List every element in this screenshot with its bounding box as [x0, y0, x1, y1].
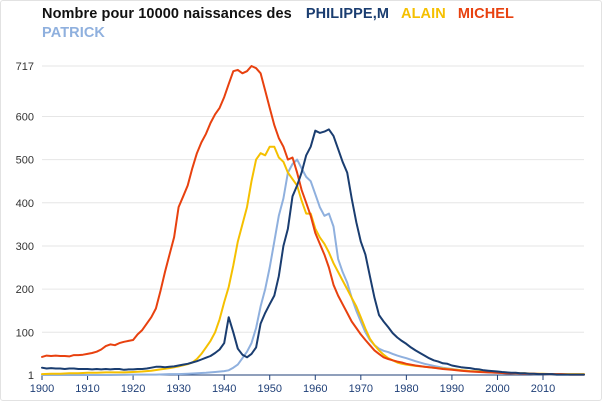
x-tick-label: 1950 [257, 383, 281, 395]
x-tick-label: 1970 [349, 383, 373, 395]
chart-title: Nombre pour 10000 naissances des [42, 6, 292, 22]
chart-title-row: Nombre pour 10000 naissances des PHILIPPE… [42, 6, 526, 22]
series-lines [41, 65, 585, 376]
x-tick-label: 1990 [440, 383, 464, 395]
y-tick-label: 400 [16, 198, 34, 210]
chart-title-row-2: PATRICK [42, 25, 117, 41]
y-tick-label: 500 [16, 155, 34, 167]
legend-philippe[interactable]: PHILIPPE,M [305, 6, 390, 22]
x-tick-label: 1900 [30, 383, 54, 395]
x-tick-label: 1980 [394, 383, 418, 395]
legend-alain[interactable]: ALAIN [401, 6, 446, 22]
series-line-alain[interactable] [41, 145, 585, 376]
y-tick-label: 100 [16, 327, 34, 339]
legend-michel[interactable]: MICHEL [457, 6, 515, 22]
x-axis: 1900 1910 1920 1930 1940 1950 1960 1970 1980 1990… [30, 374, 584, 395]
x-tick-label: 1910 [75, 383, 99, 395]
legend-patrick[interactable]: PATRICK [42, 25, 105, 41]
x-tick-label: 1940 [212, 383, 236, 395]
x-tick-label: 1930 [166, 383, 190, 395]
y-axis-labels: 717 600 500 400 300 200 100 1 [16, 61, 34, 382]
y-tick-label: 717 [16, 61, 34, 73]
y-tick-label: 200 [16, 284, 34, 296]
series-line-philippem[interactable] [41, 128, 585, 376]
x-tick-label: 1960 [303, 383, 327, 395]
y-tick-label: 300 [16, 241, 34, 253]
y-tick-label: 1 [28, 370, 34, 382]
x-tick-label: 2000 [485, 383, 509, 395]
x-tick-label: 2010 [531, 383, 555, 395]
series-line-michel[interactable] [41, 65, 585, 376]
x-tick-label: 1920 [121, 383, 145, 395]
y-tick-label: 600 [16, 111, 34, 123]
